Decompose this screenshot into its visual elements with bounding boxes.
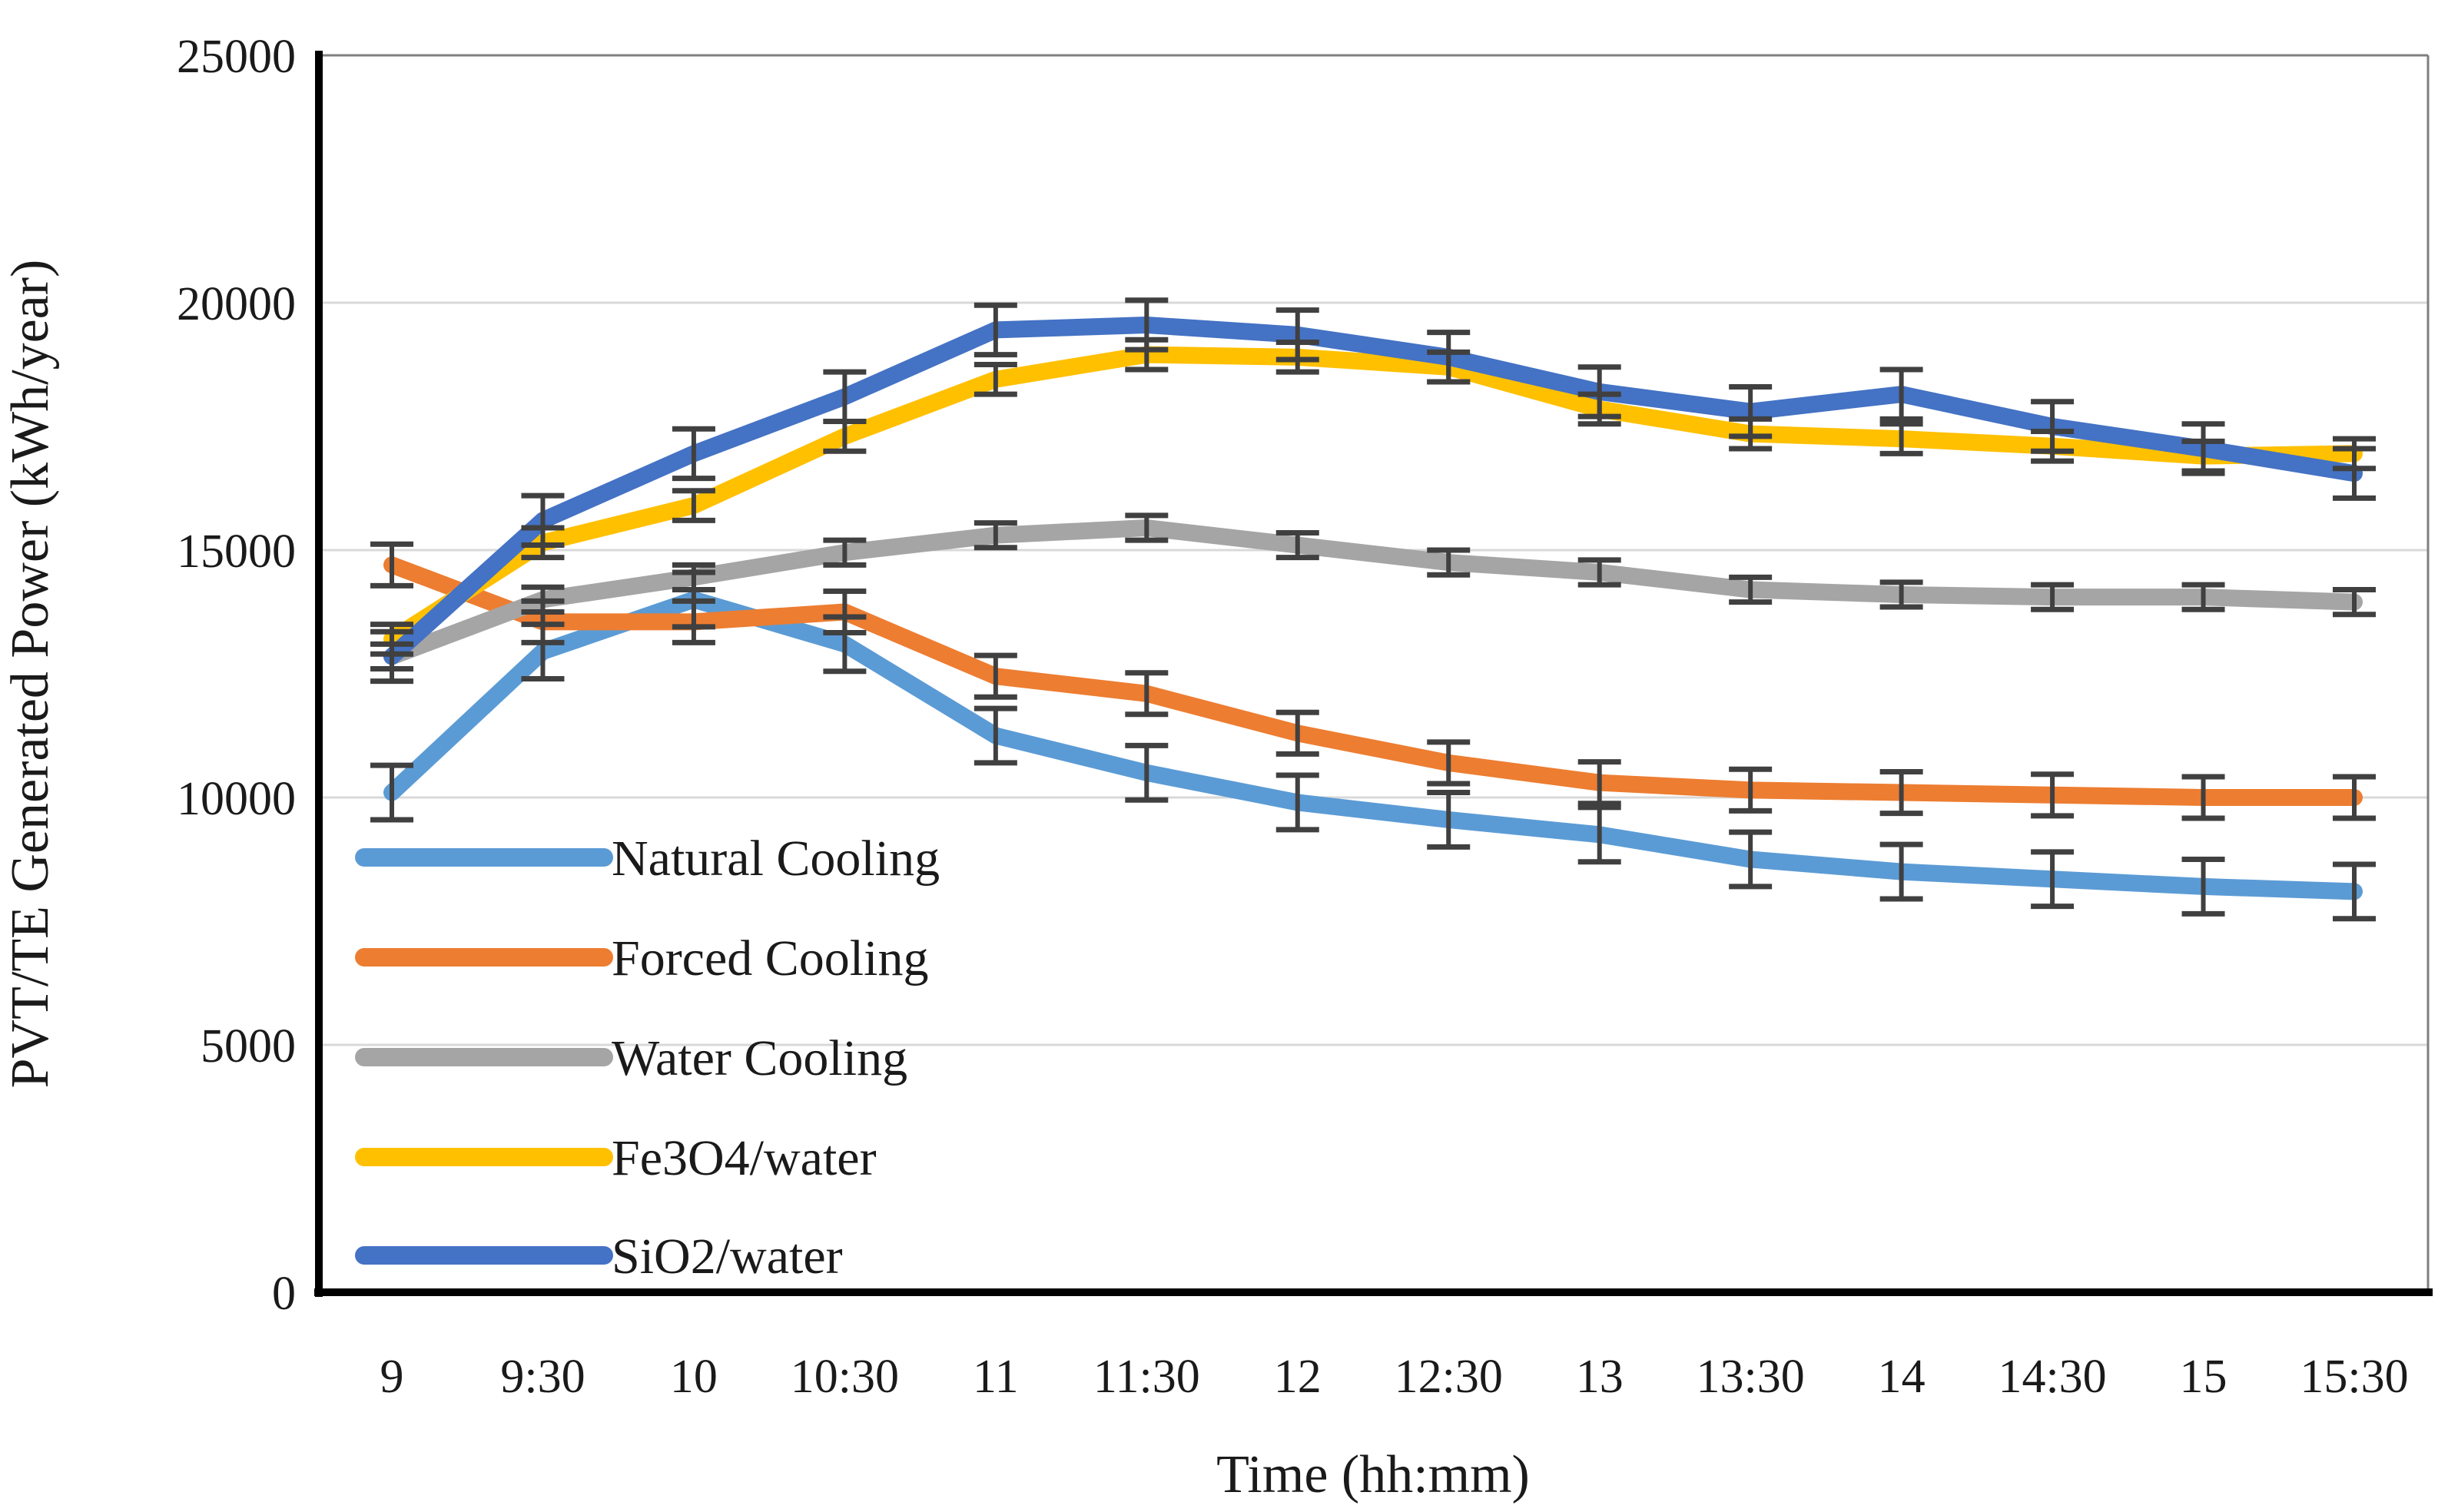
x-tick-label: 9 (380, 1351, 404, 1403)
legend-item-forced-cooling: Forced Cooling (355, 930, 928, 986)
x-axis-title: Time (hh:mm) (1216, 1445, 1530, 1504)
series-line-natural-cooling (383, 591, 2363, 900)
x-tick-label: 13:30 (1697, 1351, 1805, 1403)
y-tick-label: 5000 (201, 1020, 296, 1073)
error-bars-sio2-water (370, 297, 2376, 685)
y-tick-label: 25000 (177, 31, 296, 83)
legend-item-fe3o4-water: Fe3O4/water (355, 1130, 877, 1186)
legend-item-natural-cooling: Natural Cooling (355, 831, 940, 887)
y-tick-label: 10000 (177, 773, 296, 825)
y-tick-label: 0 (272, 1268, 296, 1320)
x-tick-label: 10 (670, 1351, 718, 1403)
x-tick-label: 11 (973, 1351, 1019, 1403)
series-line-sio2-water (383, 316, 2363, 665)
chart-generated: 0 5000 10000 15000 20000 25000 9 9:30 10 10:30 11 1… (177, 31, 2433, 1403)
legend-item-sio2-water: SiO2/water (355, 1228, 843, 1285)
x-tick-label: 15:30 (2300, 1351, 2408, 1403)
x-tick-label: 15 (2180, 1351, 2227, 1403)
series-line-water-cooling (383, 519, 2363, 665)
x-tick-label: 14 (1878, 1351, 1926, 1403)
x-tick-label: 10:30 (791, 1351, 899, 1403)
error-bars-water-cooling (370, 512, 2376, 672)
error-bars-natural-cooling (370, 569, 2376, 922)
x-tick-label: 14:30 (1998, 1351, 2106, 1403)
series-line-forced-cooling (383, 556, 2363, 806)
y-tick-label: 15000 (177, 526, 296, 578)
series-line-fe3o4-water (383, 346, 2363, 648)
y-tick-label: 20000 (177, 278, 296, 330)
legend-label: Natural Cooling (612, 831, 940, 887)
legend-label: Water Cooling (612, 1030, 907, 1086)
x-tick-label: 13 (1576, 1351, 1624, 1403)
legend-label: SiO2/water (612, 1228, 843, 1285)
x-tick-label: 11:30 (1093, 1351, 1200, 1403)
y-axis-title: PVT/TE Generated Power (kWh/year) (1, 260, 60, 1089)
legend-label: Forced Cooling (612, 930, 928, 986)
legend-label: Fe3O4/water (612, 1130, 877, 1186)
legend-item-water-cooling: Water Cooling (355, 1030, 907, 1086)
error-bars-forced-cooling (370, 541, 2376, 821)
x-tick-label: 9:30 (500, 1351, 585, 1403)
x-tick-label: 12:30 (1395, 1351, 1503, 1403)
x-tick-label: 12 (1274, 1351, 1322, 1403)
